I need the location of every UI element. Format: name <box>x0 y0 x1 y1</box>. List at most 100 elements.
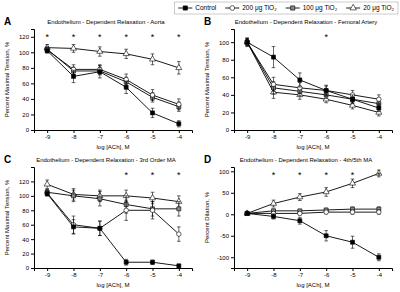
series-line <box>247 42 379 103</box>
error-bar-cap <box>124 195 128 196</box>
error-bar <box>124 81 128 93</box>
point <box>98 226 102 230</box>
error-bar <box>245 38 249 47</box>
series <box>45 192 181 268</box>
panel: DEndothelium - Dependent Relaxation - 4t… <box>204 154 393 288</box>
error-bar-cap <box>177 98 181 99</box>
error-bar-cap <box>98 191 102 192</box>
point <box>124 208 129 213</box>
x-axis-title: log [ACh], M <box>96 282 129 288</box>
error-bar-cap <box>151 64 155 65</box>
point <box>177 232 182 237</box>
error-bar-cap <box>298 200 302 201</box>
error-bar-cap <box>324 102 328 103</box>
x-tick: -6 <box>124 130 130 140</box>
x-tick-mark <box>300 130 301 133</box>
x-tick-label: -4 <box>177 272 183 278</box>
series <box>245 207 381 215</box>
y-tick: 60 <box>22 81 34 87</box>
point <box>351 240 355 244</box>
y-tick: 120 <box>19 34 34 40</box>
y-tick-label: 0 <box>26 265 30 271</box>
error-bar <box>377 210 381 214</box>
y-tick-label: 0 <box>226 127 230 133</box>
error-bar-cap <box>151 53 155 54</box>
error-bar-cap <box>351 90 355 91</box>
point <box>176 64 182 69</box>
x-tick-label: -9 <box>245 134 251 140</box>
x-tick-label: -7 <box>298 134 304 140</box>
x-axis-title: log [ACh], M <box>96 144 129 150</box>
error-bar <box>151 90 155 101</box>
error-bar <box>45 192 49 196</box>
y-tick-label: 0 <box>26 127 30 133</box>
y-tick-label: 20 <box>22 251 29 257</box>
y-axis-title: Percent Dilation, % <box>204 191 210 243</box>
series <box>45 48 181 126</box>
y-tick-label: 60 <box>22 222 29 228</box>
x-tick-mark <box>47 130 48 133</box>
y-axis: 020406080100120 <box>19 30 35 134</box>
x-tick: -9 <box>45 268 51 278</box>
error-bar-cap <box>377 111 381 112</box>
legend-item: Control <box>178 4 217 11</box>
x-tick-label: -9 <box>45 134 51 140</box>
error-bar-cap <box>98 46 102 47</box>
error-bar-cap <box>272 98 276 99</box>
x-tick-mark <box>247 130 248 133</box>
legend-marker <box>183 6 187 10</box>
error-bar-cap <box>124 58 128 59</box>
error-bar <box>45 190 49 196</box>
legend: Control200 μg TiO₂100 μg TiO₂20 μg TiO₂ <box>174 2 398 14</box>
y-tick: 20 <box>22 251 34 257</box>
error-bar <box>98 221 102 235</box>
y-tick: 100 <box>19 50 34 56</box>
plot: -9-8-7-6-5-4020406080100120log [ACh], MP… <box>4 30 193 151</box>
x-axis-line <box>35 269 193 272</box>
x-tick-label: -5 <box>350 134 356 140</box>
point <box>45 49 49 53</box>
y-axis-title: Percent Maximal Tension, % <box>204 41 210 117</box>
error-bar <box>124 200 128 220</box>
series-line <box>47 193 179 234</box>
error-bar <box>98 221 102 235</box>
point <box>351 97 355 101</box>
x-tick: -8 <box>271 268 277 278</box>
x-tick-mark <box>247 268 248 271</box>
x-tick-label: -6 <box>124 134 130 140</box>
y-tick-label: 80 <box>22 65 29 71</box>
series-line <box>247 42 379 112</box>
error-bar-cap <box>124 220 128 221</box>
x-tick: -7 <box>98 130 104 140</box>
error-bar <box>45 48 49 53</box>
point <box>324 88 329 93</box>
point <box>151 111 155 115</box>
error-bar-cap <box>124 74 128 75</box>
error-bar-cap <box>124 265 128 266</box>
point <box>150 93 155 98</box>
error-bar-cap <box>324 85 328 86</box>
x-tick: -7 <box>298 268 304 278</box>
y-tick-mark <box>231 95 234 96</box>
x-tick-label: -5 <box>150 134 156 140</box>
y-tick: 0 <box>226 212 234 218</box>
x-tick-mark <box>179 130 180 133</box>
x-tick-mark <box>379 130 380 133</box>
error-bar-cap <box>151 192 155 193</box>
x-axis: -9-8-7-6-5-4 <box>235 130 393 140</box>
error-bar <box>72 220 76 234</box>
x-tick-mark <box>126 130 127 133</box>
error-bar-cap <box>272 91 276 92</box>
point <box>270 200 276 205</box>
annotation: * <box>177 170 181 180</box>
error-bar-cap <box>72 190 76 191</box>
error-bar-cap <box>272 93 276 94</box>
y-tick-mark <box>31 181 34 182</box>
series-line <box>247 42 379 99</box>
error-bar <box>324 85 328 96</box>
y-tick: 50 <box>222 190 234 196</box>
error-bar-cap <box>151 89 155 90</box>
error-bar-cap <box>151 100 155 101</box>
series <box>45 190 181 241</box>
x-tick-mark <box>74 130 75 133</box>
